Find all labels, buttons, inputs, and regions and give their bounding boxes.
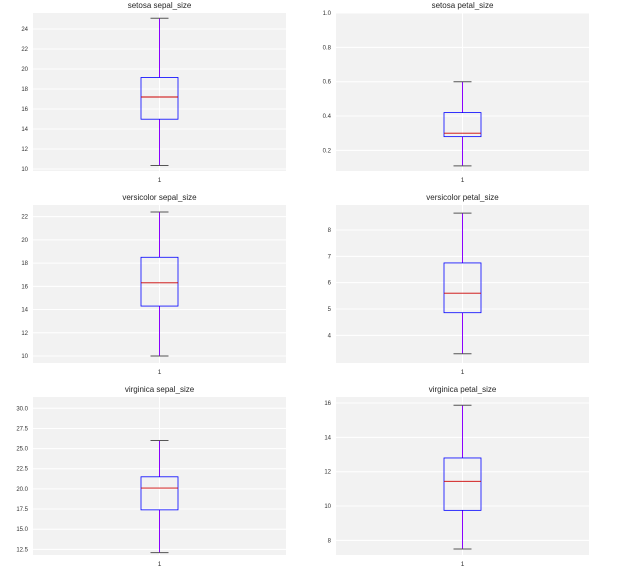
y-tick-label: 0.2 [323, 148, 332, 154]
x-tick-label: 1 [461, 177, 465, 184]
y-tick-label: 0.4 [323, 114, 332, 120]
x-tick-label: 1 [158, 561, 162, 568]
y-tick-label: 17.5 [16, 507, 28, 513]
chart-title: setosa sepal_size [128, 1, 192, 10]
y-tick-label: 18 [21, 87, 28, 93]
iqr-box [140, 256, 179, 307]
box-plot-panel: 12.5 15.0 17.5 20.0 22.5 25.0 27.5 30.0 1 virgini… [16, 385, 286, 568]
y-tick-label: 4 [328, 333, 332, 339]
chart-title: virginica petal_size [429, 385, 497, 394]
iqr-box [443, 112, 482, 138]
y-tick-label: 12.5 [16, 547, 28, 553]
y-tick-label: 12 [324, 470, 331, 476]
iqr-box [140, 77, 179, 120]
y-tick-label: 22 [21, 215, 28, 221]
iqr-box [443, 457, 482, 511]
y-tick-label: 14 [324, 435, 331, 441]
y-tick-label: 16 [324, 401, 331, 407]
y-tick-label: 10 [324, 504, 331, 510]
chart-title: versicolor sepal_size [122, 193, 197, 202]
y-tick-label: 12 [21, 147, 28, 153]
y-tick-label: 10 [21, 354, 28, 360]
box-plot-panel: 10 12 14 16 18 20 22 24 1 setosa sepal_size [21, 1, 286, 184]
y-tick-label: 5 [328, 307, 332, 313]
y-tick-label: 30.0 [16, 406, 28, 412]
x-tick-label: 1 [461, 561, 465, 568]
box-plot-panel: 10 12 14 16 18 20 22 1 versicolor sepal_size [21, 193, 286, 376]
y-tick-label: 0.8 [323, 45, 332, 51]
y-tick-label: 7 [328, 254, 332, 260]
y-tick-label: 20 [21, 238, 28, 244]
y-tick-label: 16 [21, 107, 28, 113]
y-tick-label: 18 [21, 261, 28, 267]
y-tick-label: 8 [328, 228, 332, 234]
y-tick-label: 10 [21, 167, 28, 173]
chart-title: setosa petal_size [432, 1, 494, 10]
x-tick-label: 1 [461, 369, 465, 376]
y-tick-label: 25.0 [16, 447, 28, 453]
y-tick-label: 12 [21, 331, 28, 337]
y-tick-label: 14 [21, 127, 28, 133]
y-tick-label: 16 [21, 284, 28, 290]
y-tick-label: 8 [328, 538, 332, 544]
box-plot-panel: 4 5 6 7 8 1 versicolor petal_size [328, 193, 589, 376]
y-tick-label: 22.5 [16, 467, 28, 473]
y-tick-label: 20.0 [16, 487, 28, 493]
box-plot-panel: 8 10 12 14 16 1 virginica petal_size [324, 385, 589, 568]
y-tick-label: 0.6 [323, 80, 332, 86]
x-tick-label: 1 [158, 177, 162, 184]
chart-title: versicolor petal_size [426, 193, 499, 202]
box-plot-panel: 0.2 0.4 0.6 0.8 1.0 1 setosa petal_size [323, 1, 589, 184]
chart-title: virginica sepal_size [125, 385, 195, 394]
y-tick-label: 15.0 [16, 527, 28, 533]
x-tick-label: 1 [158, 369, 162, 376]
y-tick-label: 1.0 [323, 11, 332, 17]
iqr-box [443, 262, 482, 314]
y-tick-label: 6 [328, 281, 332, 287]
y-tick-label: 22 [21, 47, 28, 53]
y-tick-label: 24 [21, 27, 28, 33]
y-tick-label: 20 [21, 67, 28, 73]
y-tick-label: 27.5 [16, 426, 28, 432]
iqr-box [140, 476, 179, 511]
y-tick-label: 14 [21, 308, 28, 314]
